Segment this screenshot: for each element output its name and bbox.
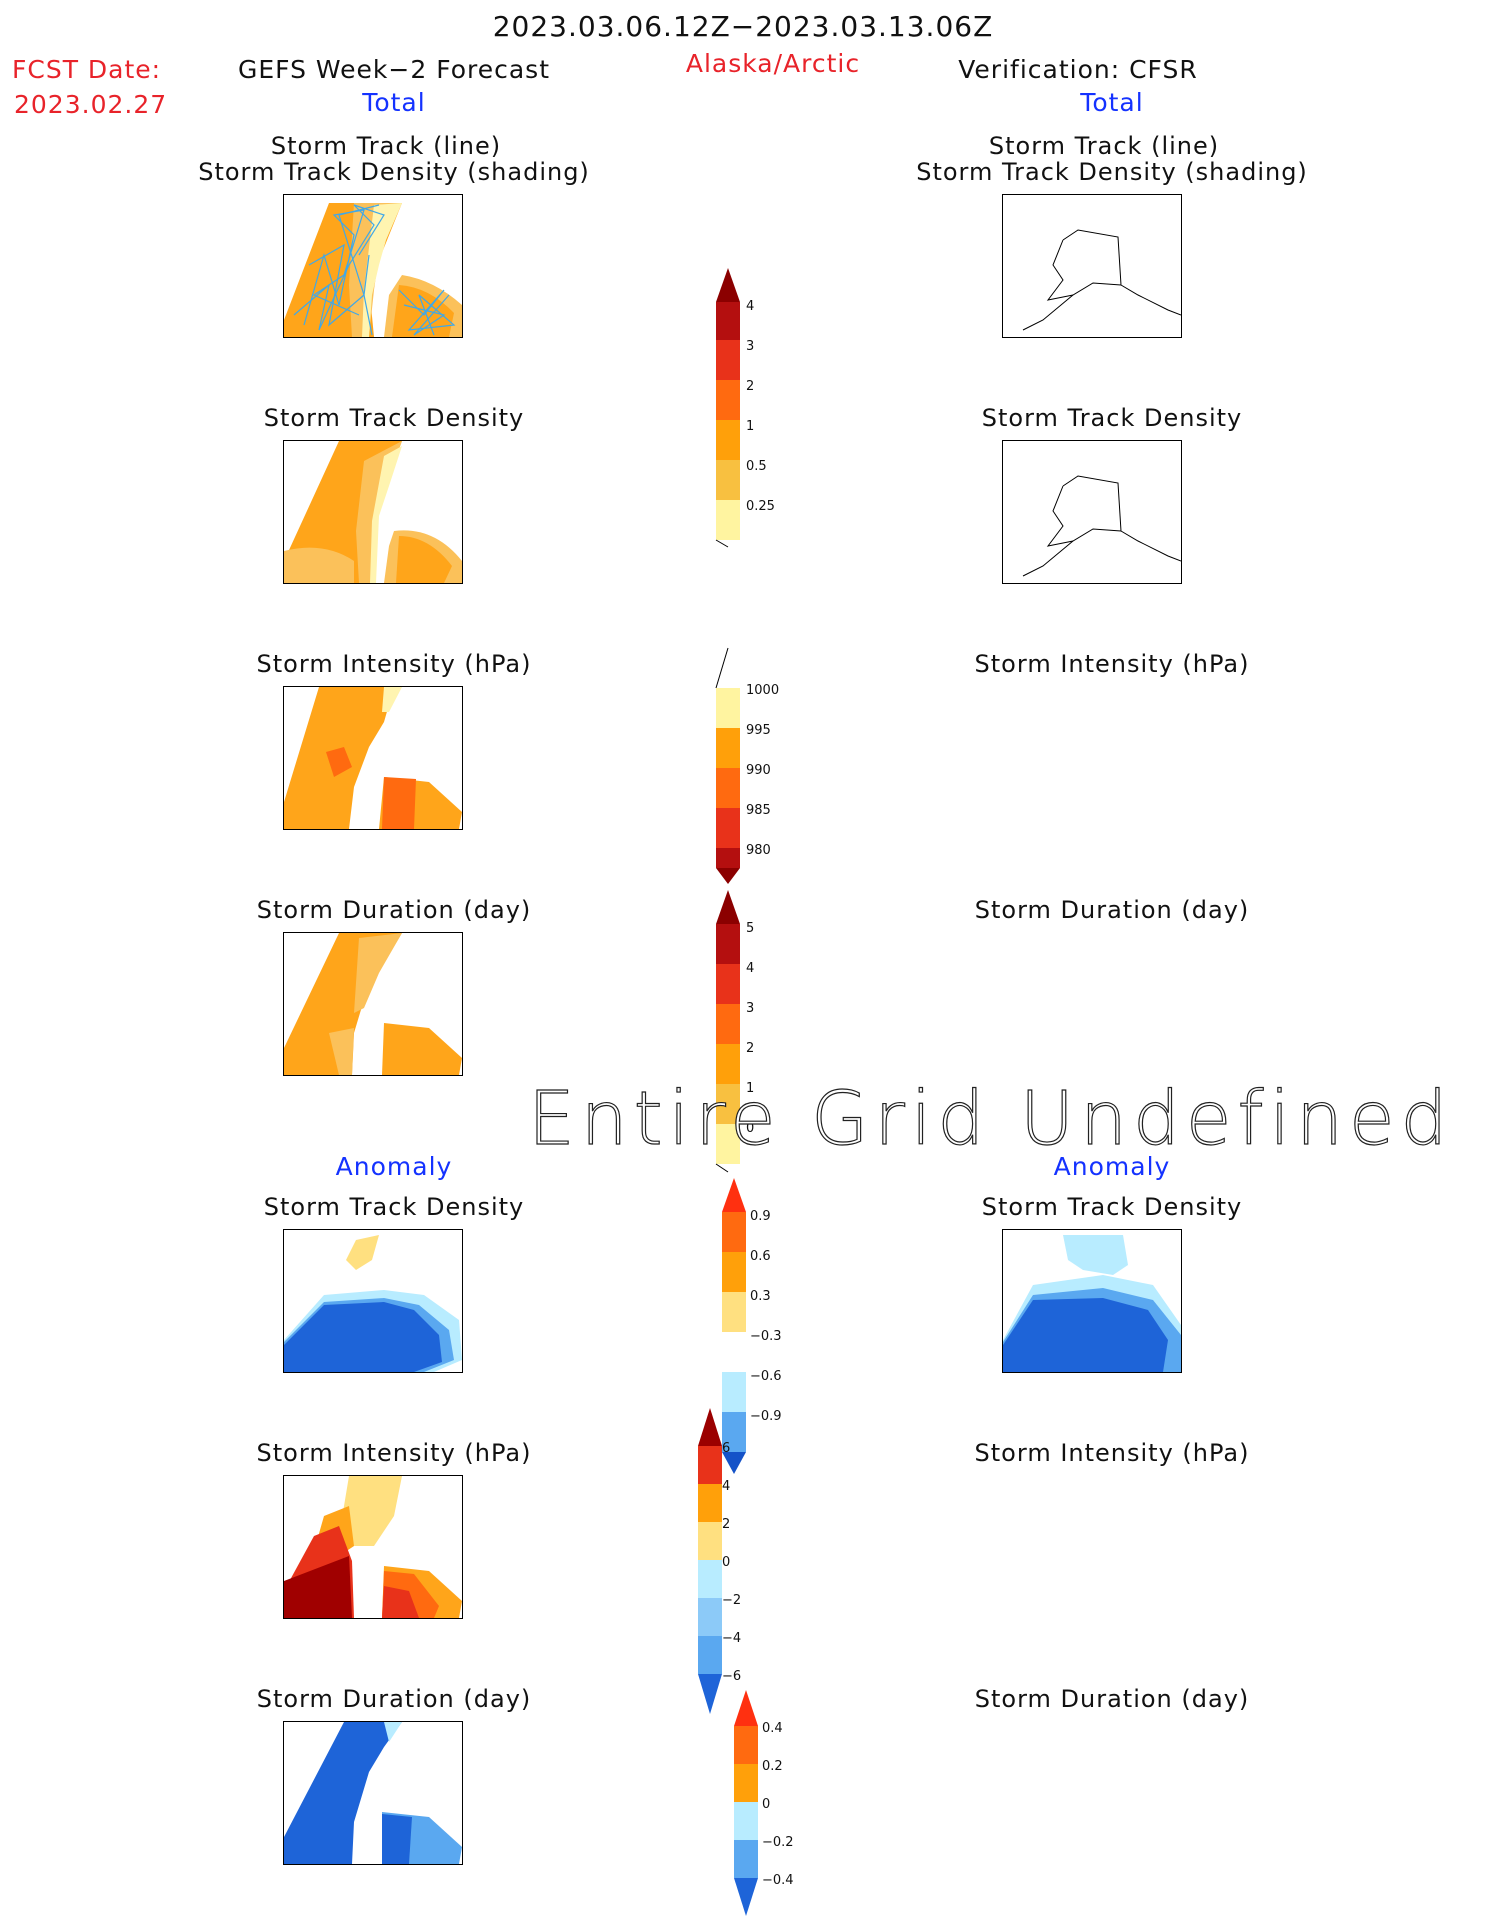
anom-duration-tick-label: 0.4 [762,1721,783,1736]
anom-intensity-colorbar: 6 4 2 0 −2 −4 −6 [698,1408,778,1722]
anom-duration-colorbar: 0.4 0.2 0 −0.2 −0.4 [734,1690,814,1924]
intensity-tick-label: 1000 [746,683,779,698]
right-alaska-outline [1022,229,1181,331]
left-intensity-title: Storm Intensity (hPa) [256,650,532,678]
right-anom-intensity-title: Storm Intensity (hPa) [974,1439,1250,1467]
density-colorbar: 4 3 2 1 0.5 0.25 [710,262,790,551]
left-section-anomaly: Anomaly [335,1152,453,1181]
right-anom-density-title: Storm Track Density [981,1193,1243,1221]
left-anom-intensity-title: Storm Intensity (hPa) [256,1439,532,1467]
density-tick-label: 2 [746,379,754,394]
duration-tick-label: 4 [746,961,754,976]
right-section-anomaly: Anomaly [1053,1152,1171,1181]
left-anom-intensity-shading [284,1476,462,1618]
right-anom-density-map [1002,1229,1182,1373]
left-anom-duration-title: Storm Duration (day) [256,1685,532,1713]
duration-tick-label: 3 [746,1001,754,1016]
left-storm-density-map [283,440,463,584]
right-density-title: Storm Track Density [981,404,1243,432]
left-track-title-1: Storm Track (line) [270,132,502,160]
density-tick-label: 0.5 [746,459,767,474]
anom-density-tick-label: −0.6 [750,1369,782,1384]
left-anom-density-shading [284,1235,462,1372]
anom-density-tick-label: −0.9 [750,1409,782,1424]
left-section-total: Total [362,88,426,117]
intensity-colorbar: 1000 995 990 985 980 [710,647,790,892]
left-anom-density-map [283,1229,463,1373]
anom-intensity-tick-label: −4 [722,1631,741,1646]
anom-density-tick-label: 0.9 [750,1209,771,1224]
anom-density-tick-label: 0.6 [750,1249,771,1264]
date-range-title: 2023.03.06.12Z−2023.03.13.06Z [492,10,994,43]
anom-density-tick-label: 0.3 [750,1289,771,1304]
left-anom-duration-shading [284,1722,462,1864]
right-storm-track-map [1002,194,1182,338]
left-anom-intensity-map [283,1475,463,1619]
density-tick-label: 0.25 [746,499,775,514]
intensity-tick-label: 990 [746,763,771,778]
density-tick-label: 4 [746,299,754,314]
left-storm-density-shading [284,441,462,583]
left-storm-track-map [283,194,463,338]
anom-duration-tick-label: 0 [762,1797,770,1812]
anom-intensity-tick-label: −2 [722,1593,741,1608]
left-density-title: Storm Track Density [263,404,525,432]
right-storm-density-map [1002,440,1182,584]
anom-density-tick-label: −0.3 [750,1329,782,1344]
anom-intensity-tick-label: −6 [722,1669,741,1684]
intensity-tick-label: 980 [746,843,771,858]
intensity-tick-label: 985 [746,803,771,818]
anom-duration-tick-label: −0.2 [762,1835,794,1850]
right-anom-duration-title: Storm Duration (day) [974,1685,1250,1713]
anom-intensity-tick-label: 2 [722,1517,730,1532]
right-intensity-title: Storm Intensity (hPa) [974,650,1250,678]
right-section-total: Total [1080,88,1144,117]
intensity-colorbar-svg: 1000 995 990 985 980 [715,647,779,884]
left-column-title: GEFS Week−2 Forecast [237,55,551,84]
right-duration-title: Storm Duration (day) [974,896,1250,924]
anom-intensity-colorbar-svg: 6 4 2 0 −2 −4 −6 [698,1408,741,1714]
left-storm-intensity-map [283,686,463,830]
anom-duration-tick-label: −0.4 [762,1873,794,1888]
duration-colorbar: 5 4 3 2 1 0 [710,890,790,1179]
density-tick-label: 3 [746,339,754,354]
left-storm-intensity-shading [284,687,462,829]
density-colorbar-svg: 4 3 2 1 0.5 0.25 [715,268,775,548]
region-label: Alaska/Arctic [685,49,861,78]
left-storm-duration-shading [284,933,462,1075]
duration-tick-label: 2 [746,1041,754,1056]
left-anom-density-title: Storm Track Density [263,1193,525,1221]
fcst-date-label: FCST Date: [12,55,162,84]
intensity-tick-label: 995 [746,723,771,738]
entire-grid-undefined-text: Entire Grid Undefined [527,1075,1454,1162]
density-tick-label: 1 [746,419,754,434]
left-storm-duration-map [283,932,463,1076]
left-anom-duration-map [283,1721,463,1865]
anom-duration-tick-label: 0.2 [762,1759,783,1774]
duration-tick-label: 5 [746,921,754,936]
left-duration-title: Storm Duration (day) [256,896,532,924]
duration-tick-label: 0 [746,1121,754,1136]
right-track-title-1: Storm Track (line) [988,132,1220,160]
right-column-title: Verification: CFSR [958,55,1198,84]
left-storm-track-shading [284,203,462,337]
duration-tick-label: 1 [746,1081,754,1096]
duration-colorbar-svg: 5 4 3 2 1 0 [715,890,754,1173]
right-alaska-outline-2 [1022,475,1181,577]
anom-intensity-tick-label: 6 [722,1441,730,1456]
anom-density-colorbar: 0.9 0.6 0.3 −0.3 −0.6 −0.9 [722,1178,802,1474]
right-anom-density-shading [1003,1235,1181,1372]
left-track-title-2: Storm Track Density (shading) [198,158,590,186]
anom-intensity-tick-label: 0 [722,1555,730,1570]
right-track-title-2: Storm Track Density (shading) [916,158,1308,186]
anom-intensity-tick-label: 4 [722,1479,730,1494]
anom-duration-colorbar-svg: 0.4 0.2 0 −0.2 −0.4 [734,1690,794,1916]
fcst-date-value: 2023.02.27 [14,90,168,119]
anom-density-colorbar-svg: 0.9 0.6 0.3 −0.3 −0.6 −0.9 [722,1178,782,1474]
